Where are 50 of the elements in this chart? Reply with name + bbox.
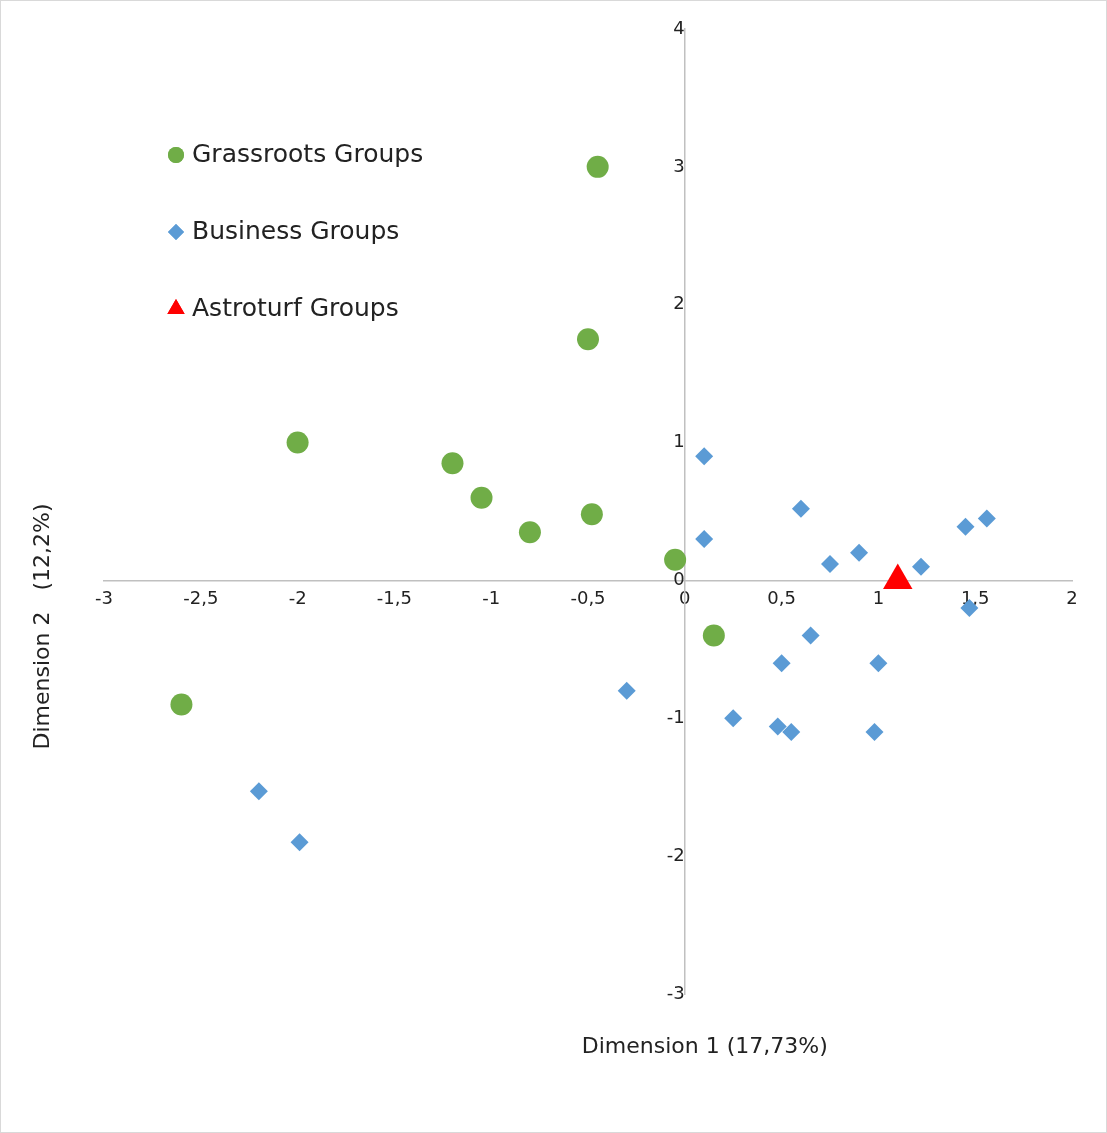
y-tick-label: 4: [673, 16, 685, 38]
x-tick-label: 0,5: [767, 586, 796, 608]
x-tick-label: -2,5: [183, 586, 219, 608]
point: [290, 833, 309, 852]
legend-label: Business Groups: [192, 215, 400, 245]
y-axis-title: Dimension 2 (12,2%): [28, 503, 54, 750]
legend-label: Astroturf Groups: [192, 292, 399, 322]
point: [801, 626, 820, 645]
point: [577, 328, 599, 351]
x-tick-label: -1,5: [376, 586, 412, 608]
point: [768, 717, 787, 736]
x-tick-label: 1: [872, 586, 885, 608]
x-tick-label: -2: [288, 586, 307, 608]
point: [977, 509, 996, 528]
point: [869, 654, 888, 673]
point: [911, 557, 930, 576]
y-tick-label: 3: [673, 154, 685, 176]
point: [956, 517, 975, 536]
point: [724, 709, 743, 728]
x-tick-label: -3: [95, 586, 113, 608]
y-tick-label: -1: [666, 705, 685, 727]
point: [286, 431, 309, 454]
y-tick-label: -2: [666, 843, 685, 865]
y-tick-label: 0: [673, 568, 685, 590]
point: [791, 499, 810, 518]
x-tick-label: 2: [1066, 586, 1078, 608]
x-axis-title: Dimension 1 (17,73%): [581, 1032, 828, 1058]
x-tick-label: -0,5: [570, 586, 606, 608]
point: [772, 654, 791, 673]
point: [170, 693, 193, 716]
point: [702, 624, 725, 647]
x-tick-label: -1: [482, 586, 501, 608]
point: [695, 447, 714, 466]
y-tick-label: 1: [673, 430, 685, 452]
point: [249, 782, 268, 801]
point: [580, 503, 603, 526]
point: [850, 543, 869, 562]
point: [441, 452, 464, 475]
point: [782, 723, 801, 742]
point: [586, 155, 609, 178]
y-tick-label: -3: [666, 981, 685, 1003]
point: [865, 723, 884, 742]
legend-label: Grassroots Groups: [192, 138, 424, 168]
point: [470, 486, 493, 509]
point: [821, 554, 839, 573]
point: [518, 521, 541, 544]
y-tick-label: 2: [673, 292, 685, 314]
point: [664, 548, 687, 571]
point: [695, 530, 714, 549]
point: [617, 681, 636, 700]
